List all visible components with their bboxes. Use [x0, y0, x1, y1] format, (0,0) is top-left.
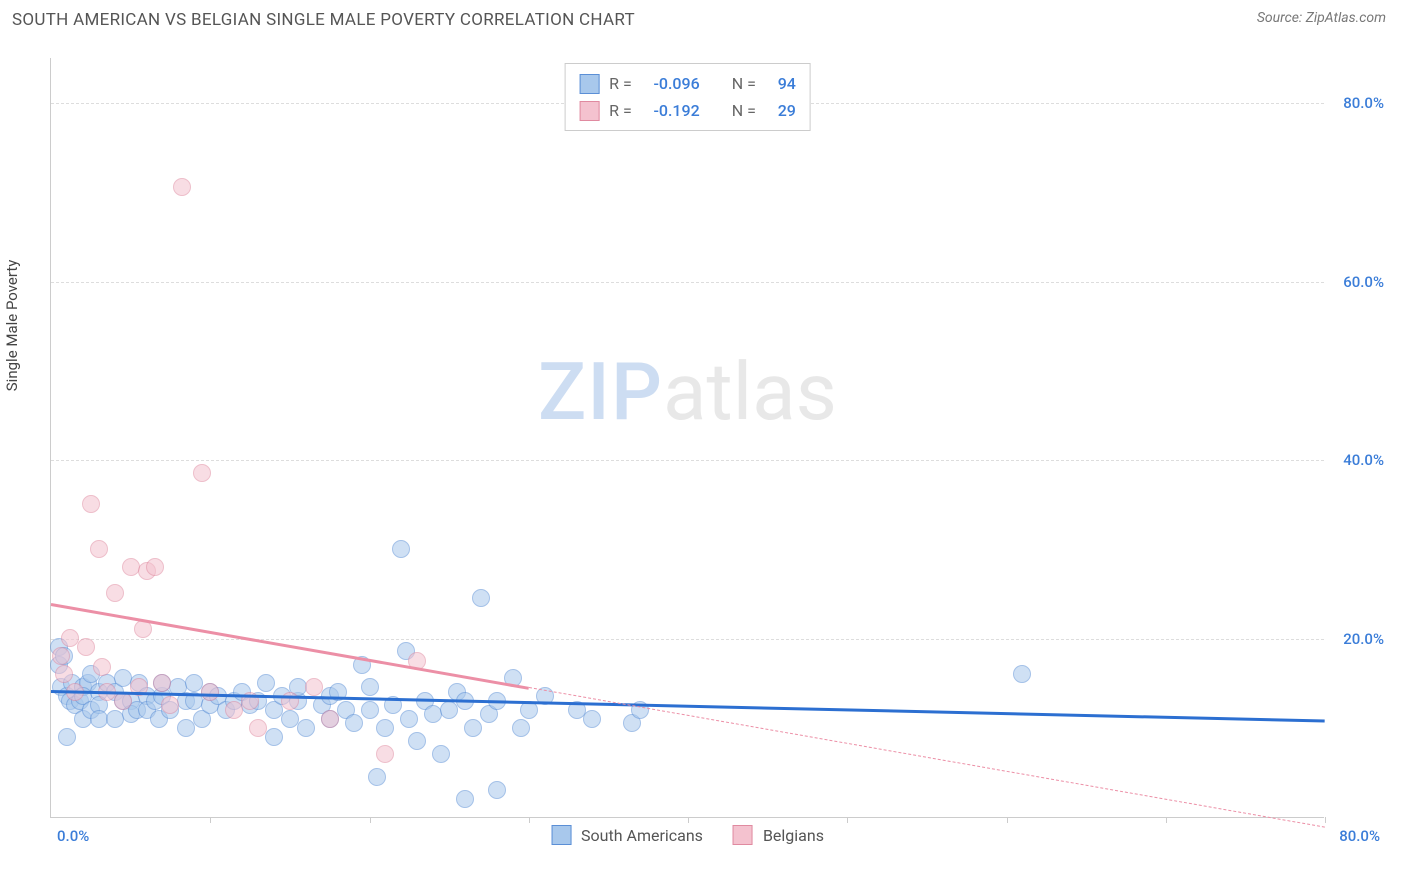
correlation-swatch-0: [579, 74, 599, 94]
gridline: [51, 460, 1324, 461]
trendline: [529, 687, 1325, 828]
y-tick-label: 20.0%: [1343, 630, 1384, 648]
data-point: [456, 790, 474, 808]
correlation-r-label-0: R =: [609, 70, 632, 97]
data-point: [392, 540, 410, 558]
x-tick-mark: [847, 817, 848, 823]
data-point: [1013, 665, 1031, 683]
x-tick-mark: [1007, 817, 1008, 823]
x-tick-mark: [529, 817, 530, 823]
correlation-n-value-1: 29: [766, 97, 796, 124]
data-point: [376, 745, 394, 763]
source-label: Source: ZipAtlas.com: [1257, 10, 1386, 26]
legend-label-1: Belgians: [763, 826, 824, 845]
data-point: [161, 696, 179, 714]
chart-container: ZIPatlas R = -0.096 N = 94 R = -0.192 N …: [50, 58, 1386, 838]
y-axis-label: Single Male Poverty: [3, 260, 21, 392]
data-point: [408, 732, 426, 750]
x-tick-mark: [370, 817, 371, 823]
data-point: [368, 768, 386, 786]
correlation-swatch-1: [579, 101, 599, 121]
data-point: [55, 665, 73, 683]
correlation-r-value-1: -0.192: [642, 97, 700, 124]
x-tick-mark: [1325, 817, 1326, 823]
correlation-r-label-1: R =: [609, 97, 632, 124]
correlation-r-value-0: -0.096: [642, 70, 700, 97]
data-point: [512, 719, 530, 737]
correlation-n-label-0: N =: [732, 70, 756, 97]
data-point: [265, 728, 283, 746]
data-point: [440, 701, 458, 719]
data-point: [305, 678, 323, 696]
data-point: [106, 584, 124, 602]
data-point: [361, 678, 379, 696]
data-point: [173, 178, 191, 196]
data-point: [93, 658, 111, 676]
y-tick-label: 80.0%: [1343, 94, 1384, 112]
legend-label-0: South Americans: [581, 826, 703, 845]
data-point: [193, 464, 211, 482]
data-point: [488, 781, 506, 799]
data-point: [376, 719, 394, 737]
data-point: [472, 589, 490, 607]
data-point: [321, 710, 339, 728]
plot-area: ZIPatlas R = -0.096 N = 94 R = -0.192 N …: [50, 58, 1324, 818]
correlation-box: R = -0.096 N = 94 R = -0.192 N = 29: [564, 63, 811, 131]
data-point: [345, 714, 363, 732]
data-point: [146, 558, 164, 576]
x-tick-mark: [688, 817, 689, 823]
correlation-n-value-0: 94: [766, 70, 796, 97]
legend-swatch-0: [551, 825, 571, 845]
gridline: [51, 282, 1324, 283]
x-tick-mark: [1166, 817, 1167, 823]
legend: South Americans Belgians: [551, 825, 824, 845]
x-corner-left: 0.0%: [57, 827, 89, 845]
data-point: [77, 638, 95, 656]
watermark-part1: ZIP: [538, 345, 663, 439]
data-point: [361, 701, 379, 719]
data-point: [583, 710, 601, 728]
correlation-row-0: R = -0.096 N = 94: [579, 70, 796, 97]
watermark-part2: atlas: [663, 345, 837, 439]
correlation-row-1: R = -0.192 N = 29: [579, 97, 796, 124]
y-tick-label: 60.0%: [1343, 273, 1384, 291]
data-point: [257, 674, 275, 692]
data-point: [82, 495, 100, 513]
x-corner-right: 80.0%: [1339, 827, 1380, 845]
legend-swatch-1: [733, 825, 753, 845]
data-point: [464, 719, 482, 737]
data-point: [90, 540, 108, 558]
data-point: [153, 674, 171, 692]
watermark: ZIPatlas: [538, 345, 837, 439]
data-point: [400, 710, 418, 728]
data-point: [432, 745, 450, 763]
data-point: [58, 728, 76, 746]
correlation-n-label-1: N =: [732, 97, 756, 124]
data-point: [297, 719, 315, 737]
x-tick-mark: [210, 817, 211, 823]
data-point: [225, 701, 243, 719]
legend-item-1: Belgians: [733, 825, 824, 845]
chart-title: SOUTH AMERICAN VS BELGIAN SINGLE MALE PO…: [12, 10, 635, 30]
data-point: [201, 683, 219, 701]
data-point: [52, 647, 70, 665]
data-point: [249, 719, 267, 737]
legend-item-0: South Americans: [551, 825, 703, 845]
data-point: [177, 719, 195, 737]
y-tick-label: 40.0%: [1343, 451, 1384, 469]
